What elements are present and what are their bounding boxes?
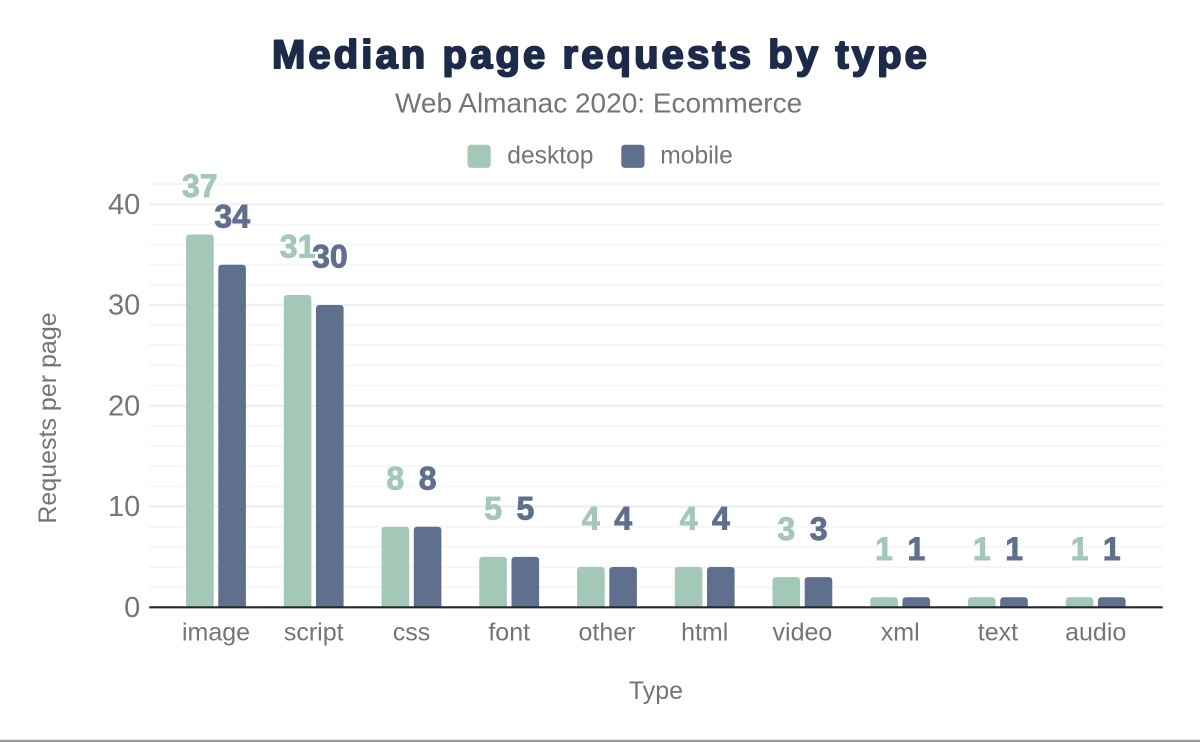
svg-text:0: 0 [124,592,140,624]
svg-text:Requests per page: Requests per page [34,312,62,523]
svg-text:script: script [284,619,344,647]
svg-text:37: 37 [182,168,218,204]
svg-text:4: 4 [614,501,632,537]
svg-text:8: 8 [386,460,404,496]
svg-text:font: font [488,619,530,647]
svg-text:desktop: desktop [507,143,593,170]
svg-text:html: html [681,619,728,647]
svg-text:Median page requests by type: Median page requests by type [272,33,930,77]
svg-text:20: 20 [108,390,140,422]
svg-text:1: 1 [1071,531,1089,567]
svg-text:5: 5 [517,491,535,527]
svg-text:30: 30 [108,290,140,322]
svg-text:3: 3 [777,511,795,547]
svg-text:Web Almanac 2020: Ecommerce: Web Almanac 2020: Ecommerce [395,87,802,118]
svg-text:1: 1 [1005,531,1023,567]
svg-text:image: image [182,619,250,647]
svg-text:3: 3 [810,511,828,547]
svg-text:other: other [579,619,636,647]
svg-text:text: text [978,619,1018,647]
svg-text:css: css [393,619,431,647]
svg-text:4: 4 [582,501,600,537]
svg-text:30: 30 [312,239,348,275]
svg-text:5: 5 [484,491,502,527]
svg-text:1: 1 [907,531,925,567]
svg-text:4: 4 [712,501,730,537]
svg-text:1: 1 [973,531,991,567]
svg-text:10: 10 [108,491,140,523]
svg-text:audio: audio [1065,619,1126,647]
svg-text:video: video [773,619,833,647]
svg-text:8: 8 [419,460,437,496]
svg-text:40: 40 [108,189,140,221]
svg-text:mobile: mobile [660,143,732,170]
svg-text:Type: Type [629,677,683,705]
svg-text:xml: xml [881,619,920,647]
svg-text:4: 4 [680,501,698,537]
svg-text:34: 34 [214,198,250,234]
svg-text:1: 1 [875,531,893,567]
svg-text:31: 31 [280,229,316,265]
svg-text:1: 1 [1103,531,1121,567]
